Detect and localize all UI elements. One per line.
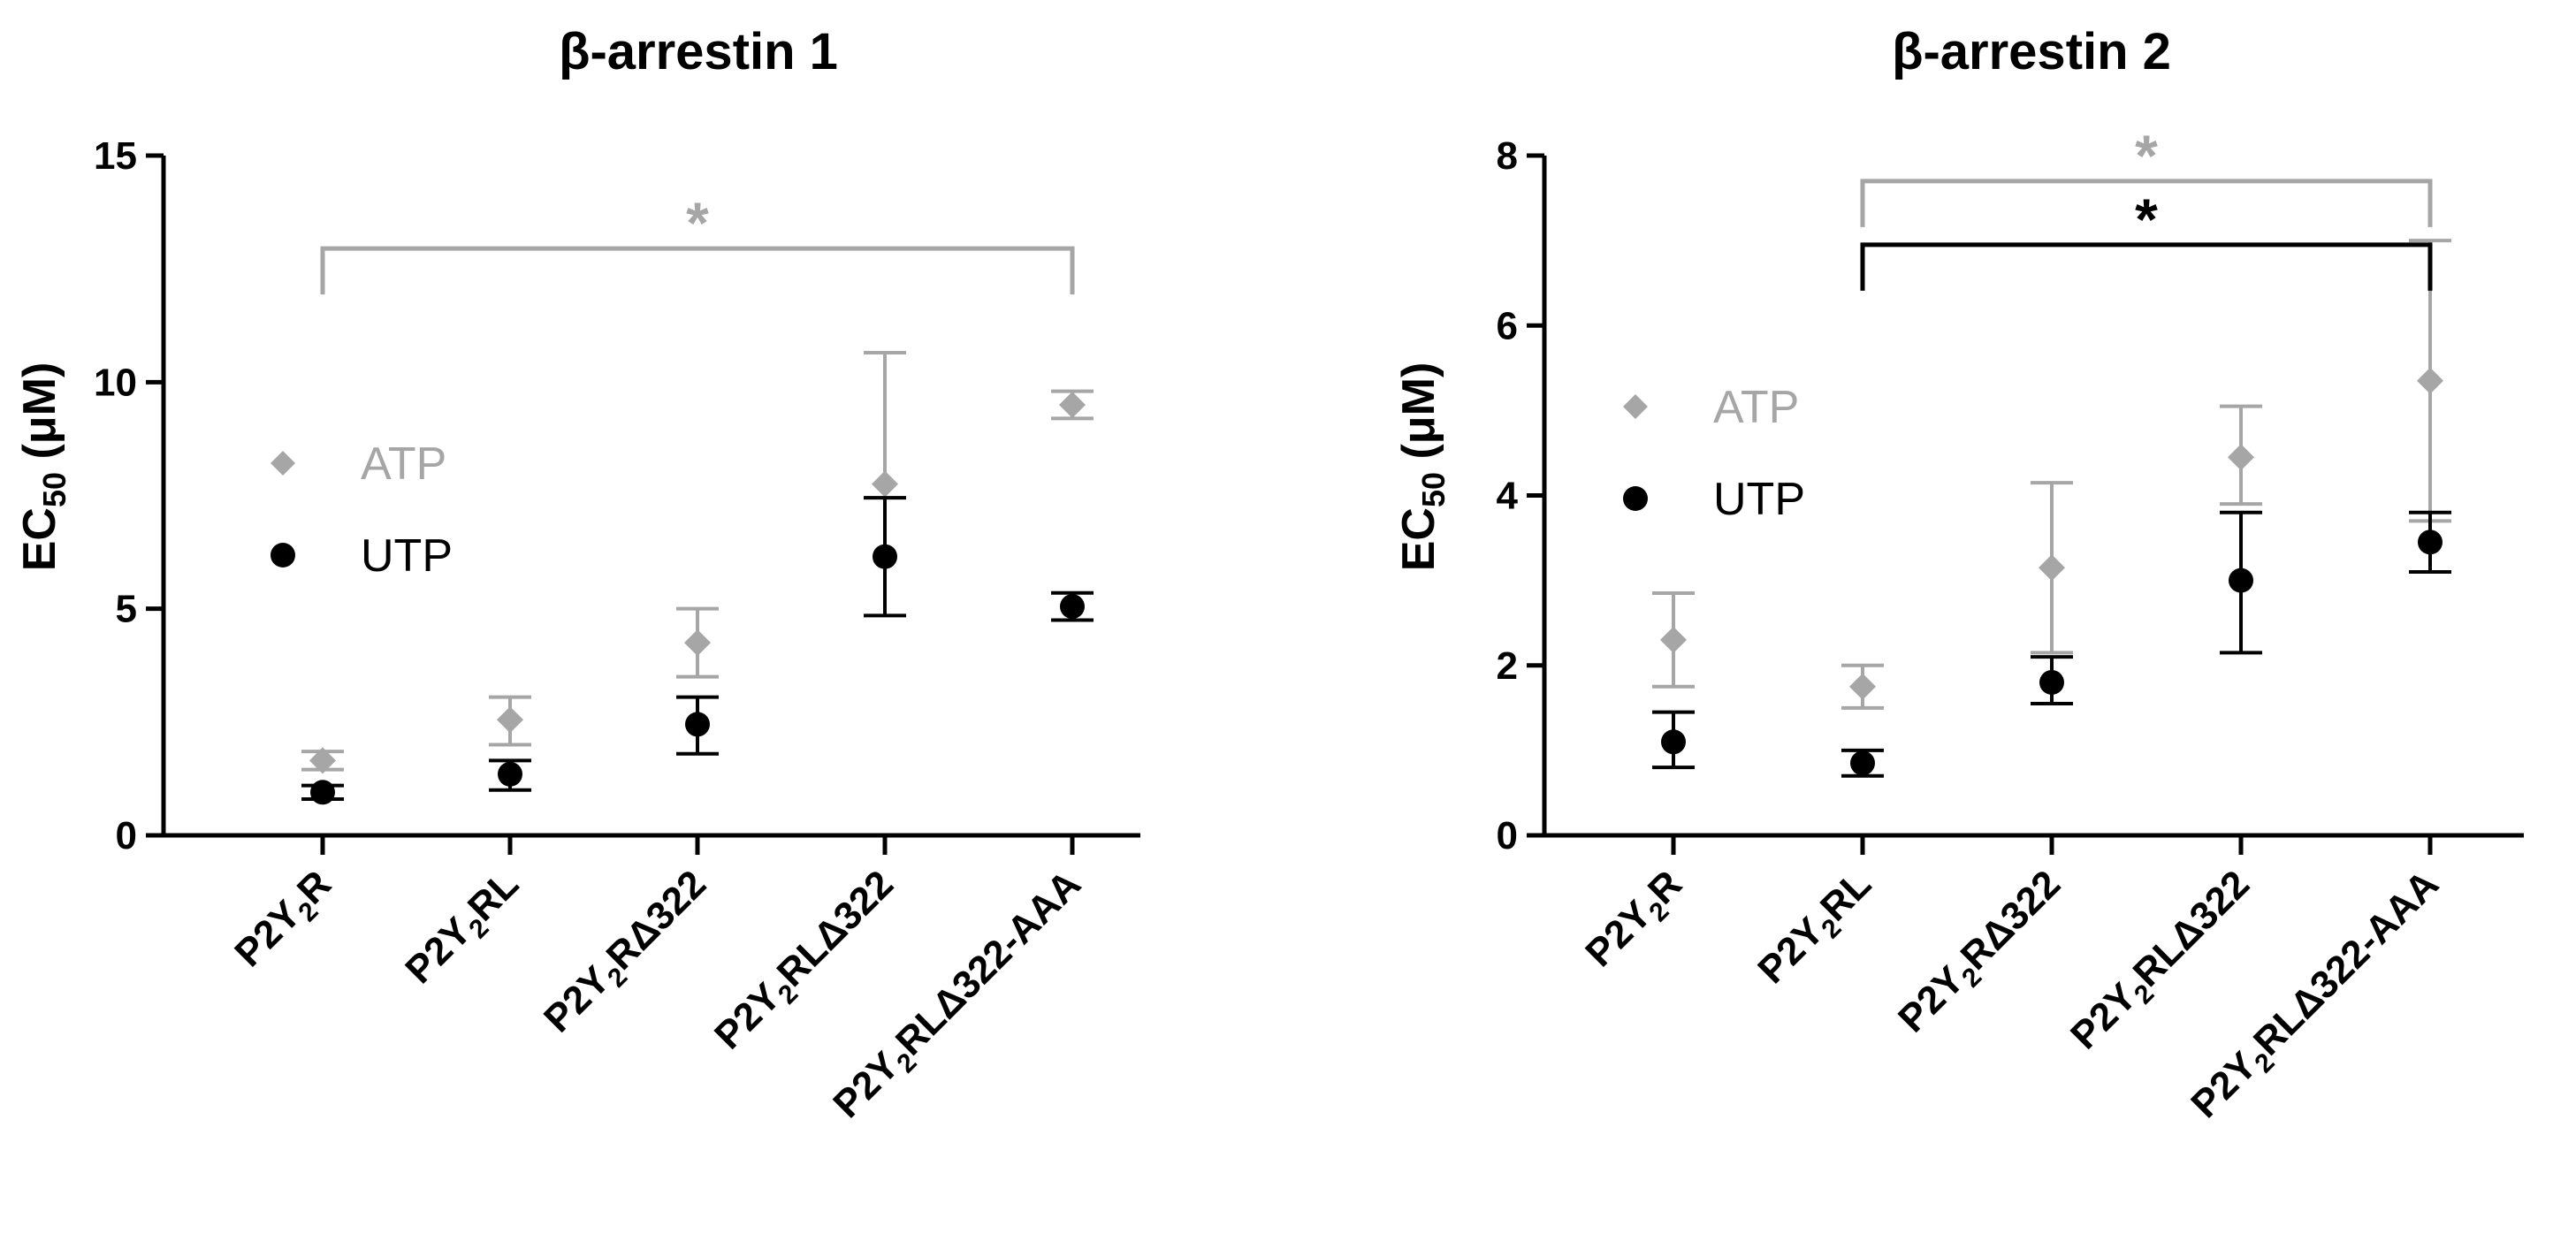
y-tick-label: 5: [116, 588, 137, 631]
x-tick-label: P2Y2RΔ322: [1890, 862, 2073, 1045]
legend-atp-label: ATP: [361, 438, 446, 490]
y-axis-label: EC50 (μM): [14, 362, 72, 572]
legend-atp-marker: [271, 451, 295, 476]
x-tick-label: P2Y2RL: [1749, 862, 1884, 996]
significance-bracket: [1860, 242, 2433, 291]
utp-point: [685, 712, 710, 737]
x-tick-label: P2Y2R: [226, 862, 344, 979]
legend-atp-marker: [1623, 394, 1648, 419]
y-tick-label: 2: [1497, 644, 1518, 688]
atp-point: [1059, 391, 1086, 418]
x-tick-label: P2Y2RL: [397, 862, 531, 996]
y-tick-label: 10: [94, 361, 137, 404]
legend-utp-marker: [271, 543, 295, 567]
utp-point: [873, 544, 897, 569]
y-tick-label: 4: [1497, 475, 1519, 518]
legend-utp-label: UTP: [361, 530, 453, 582]
atp-point: [2039, 554, 2065, 582]
panel-beta-arrestin-1: β-arrestin 1 EC50 (μM) 0 5 10 15 P2Y2R P2Y2RL…: [14, 23, 1140, 1126]
atp-point: [1849, 673, 1876, 700]
y-tick-label: 8: [1497, 134, 1518, 178]
atp-point: [309, 747, 336, 774]
atp-point: [2228, 444, 2254, 471]
panel-beta-arrestin-2: β-arrestin 2 EC50 (μM) 02468P2Y2RP2Y2RLP…: [1393, 23, 2524, 1126]
atp-point: [1660, 626, 1687, 653]
significance-star: *: [2135, 123, 2158, 188]
utp-point: [2418, 529, 2443, 555]
atp-point: [684, 629, 711, 657]
utp-point: [2039, 669, 2064, 695]
y-tick-label: 6: [1497, 304, 1518, 347]
x-tick-label: P2Y2RΔ322: [536, 862, 719, 1045]
chart-title: β-arrestin 2: [1892, 23, 2171, 80]
significance-bracket: [1860, 179, 2433, 227]
utp-point: [2229, 567, 2253, 593]
x-tick-label: P2Y2R: [1577, 862, 1695, 979]
significance-bracket: [320, 246, 1075, 295]
atp-point: [497, 706, 523, 734]
chart-title: β-arrestin 1: [559, 23, 838, 80]
x-tick-label: P2Y2RLΔ322: [2062, 862, 2262, 1062]
legend-atp-label: ATP: [1713, 382, 1799, 433]
x-tick-label: P2Y2RLΔ322: [706, 862, 906, 1062]
utp-point: [1661, 729, 1686, 755]
legend-utp-label: UTP: [1713, 474, 1805, 525]
utp-point: [498, 761, 522, 787]
y-tick-label: 0: [1497, 814, 1518, 857]
y-tick-label: 0: [116, 814, 137, 857]
utp-point: [1060, 594, 1085, 620]
significance-star: *: [2135, 187, 2158, 252]
atp-point: [2417, 367, 2443, 394]
y-tick-label: 15: [94, 134, 137, 178]
significance-star: *: [686, 190, 709, 255]
utp-point: [1850, 750, 1875, 776]
utp-point: [310, 780, 335, 805]
atp-point: [872, 470, 898, 498]
y-axis-label: EC50 (μM): [1393, 362, 1452, 572]
legend-utp-marker: [1623, 486, 1648, 511]
